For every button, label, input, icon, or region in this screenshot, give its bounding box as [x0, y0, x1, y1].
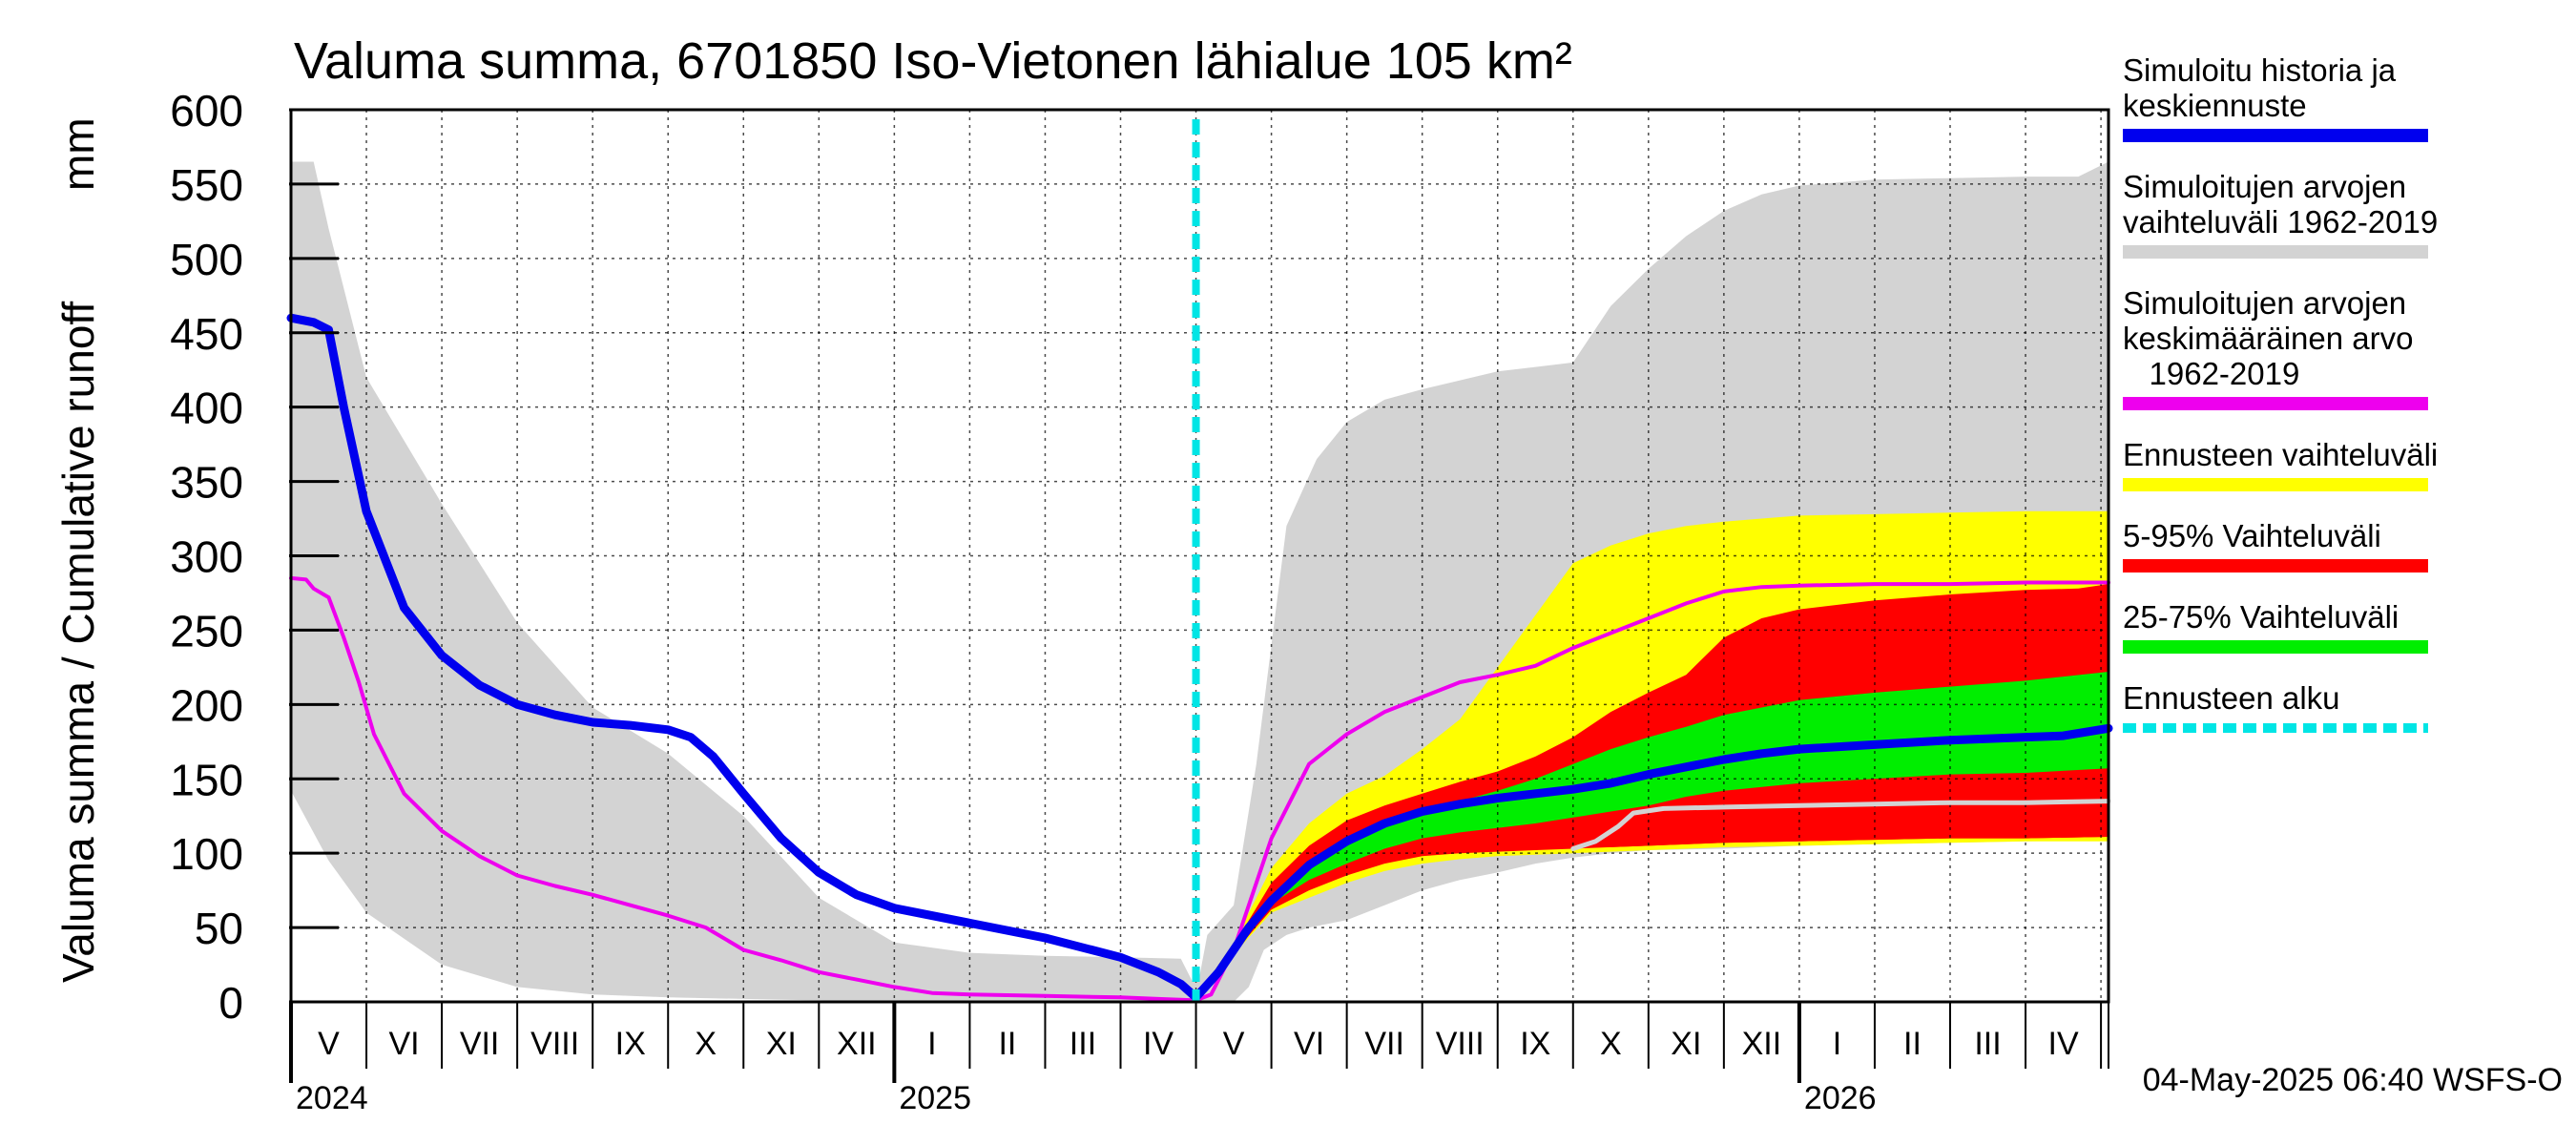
legend-label-3-0: Ennusteen vaihteluväli — [2123, 437, 2438, 472]
series-band-4 — [1610, 801, 2109, 847]
legend-label-0-0: Simuloitu historia ja — [2123, 52, 2397, 88]
series-band-3 — [1195, 672, 2109, 998]
y-tick-label-3: 150 — [170, 755, 243, 804]
month-label-5: X — [695, 1026, 717, 1062]
y-tick-label-10: 500 — [170, 235, 243, 284]
y-tick-label-6: 300 — [170, 532, 243, 582]
year-label-2: 2026 — [1804, 1080, 1877, 1116]
month-label-19: XII — [1742, 1026, 1782, 1062]
series-line-6 — [289, 575, 2110, 1003]
month-label-10: III — [1070, 1026, 1096, 1062]
y-tick-label-7: 350 — [170, 458, 243, 508]
month-label-13: VI — [1294, 1026, 1324, 1062]
month-label-4: IX — [615, 1026, 646, 1062]
legend-label-6-0: Ennusteen alku — [2123, 680, 2340, 716]
year-label-1: 2025 — [899, 1080, 971, 1116]
chart-title: Valuma summa, 6701850 Iso-Vietonen lähia… — [294, 32, 1572, 90]
month-label-11: IV — [1143, 1026, 1174, 1062]
y-tick-label-1: 50 — [195, 904, 243, 953]
legend-label-1-1: vaihteluväli 1962-2019 — [2123, 204, 2438, 239]
year-label-0: 2024 — [296, 1080, 368, 1116]
y-tick-label-12: 600 — [170, 86, 243, 135]
y-tick-label-0: 0 — [218, 978, 243, 1028]
y-tick-label-5: 250 — [170, 606, 243, 656]
legend-label-2-2: 1962-2019 — [2123, 356, 2299, 391]
month-label-16: IX — [1520, 1026, 1550, 1062]
series-line-5 — [1570, 799, 2111, 851]
month-label-1: VI — [389, 1026, 420, 1062]
legend-label-4-0: 5-95% Vaihteluväli — [2123, 518, 2381, 553]
month-label-12: V — [1223, 1026, 1245, 1062]
timestamp-footer: 04-May-2025 06:40 WSFS-O — [2143, 1062, 2563, 1098]
legend-label-2-1: keskimääräinen arvo — [2123, 321, 2413, 356]
y-tick-label-11: 550 — [170, 160, 243, 210]
month-label-6: XI — [766, 1026, 797, 1062]
month-label-9: II — [998, 1026, 1016, 1062]
y-tick-label-9: 450 — [170, 309, 243, 359]
month-label-7: XII — [837, 1026, 877, 1062]
month-label-23: IV — [2048, 1026, 2079, 1062]
month-label-3: VIII — [530, 1026, 579, 1062]
y-axis-unit: mm — [53, 117, 103, 191]
y-tick-label-8: 400 — [170, 384, 243, 433]
month-label-21: II — [1903, 1026, 1922, 1062]
y-tick-label-2: 100 — [170, 829, 243, 879]
series-line-7 — [286, 313, 2113, 1002]
month-label-2: VII — [460, 1026, 500, 1062]
legend-label-0-1: keskiennuste — [2123, 88, 2307, 123]
legend-label-1-0: Simuloitujen arvojen — [2123, 169, 2406, 204]
legend-label-5-0: 25-75% Vaihteluväli — [2123, 599, 2399, 635]
month-label-15: VIII — [1436, 1026, 1485, 1062]
month-label-14: VII — [1364, 1026, 1404, 1062]
month-label-8: I — [927, 1026, 936, 1062]
month-label-0: V — [318, 1026, 340, 1062]
month-label-22: III — [1974, 1026, 2001, 1062]
y-tick-label-4: 200 — [170, 680, 243, 730]
month-label-18: XI — [1671, 1026, 1701, 1062]
month-label-20: I — [1833, 1026, 1841, 1062]
y-axis-label: Valuma summa / Cumulative runoff — [53, 302, 103, 983]
month-label-17: X — [1600, 1026, 1622, 1062]
legend-label-2-0: Simuloitujen arvojen — [2123, 285, 2406, 321]
